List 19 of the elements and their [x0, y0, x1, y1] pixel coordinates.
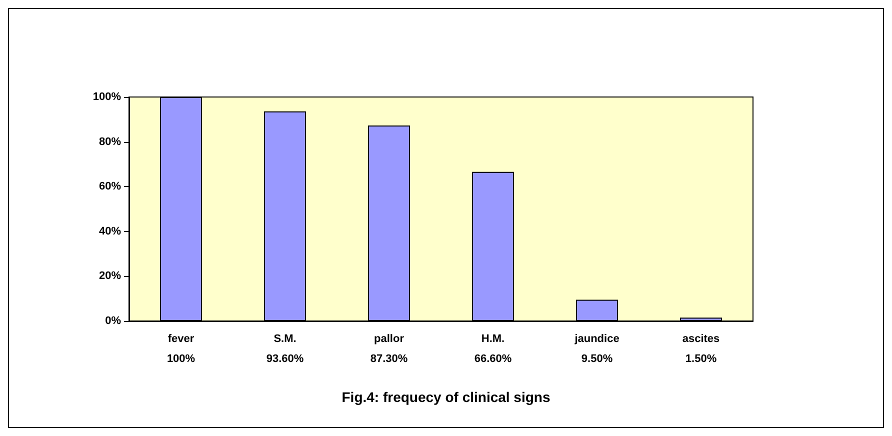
y-tick-label: 0%: [105, 315, 122, 327]
x-tick-label: S.M.: [274, 333, 296, 345]
y-tick-label: 100%: [92, 91, 122, 103]
data-label: 1.50%: [685, 353, 717, 365]
data-label: 93.60%: [266, 353, 304, 365]
y-tick-label: 60%: [98, 180, 122, 193]
x-tick-label: jaundice: [574, 333, 620, 345]
data-label: 87.30%: [370, 353, 408, 365]
x-tick-label: fever: [168, 333, 195, 345]
data-label: 66.60%: [474, 353, 512, 365]
data-label: 9.50%: [581, 353, 613, 365]
y-tick-label: 80%: [98, 136, 122, 148]
x-tick-label: pallor: [374, 333, 405, 345]
y-tick-label: 40%: [98, 225, 122, 238]
x-tick-label: H.M.: [481, 333, 505, 345]
data-label: 100%: [166, 353, 196, 365]
text: Fig.4: frequecy of clinical signs: [342, 389, 550, 405]
y-tick-label: 20%: [98, 270, 122, 282]
x-tick-label: ascites: [682, 333, 720, 345]
